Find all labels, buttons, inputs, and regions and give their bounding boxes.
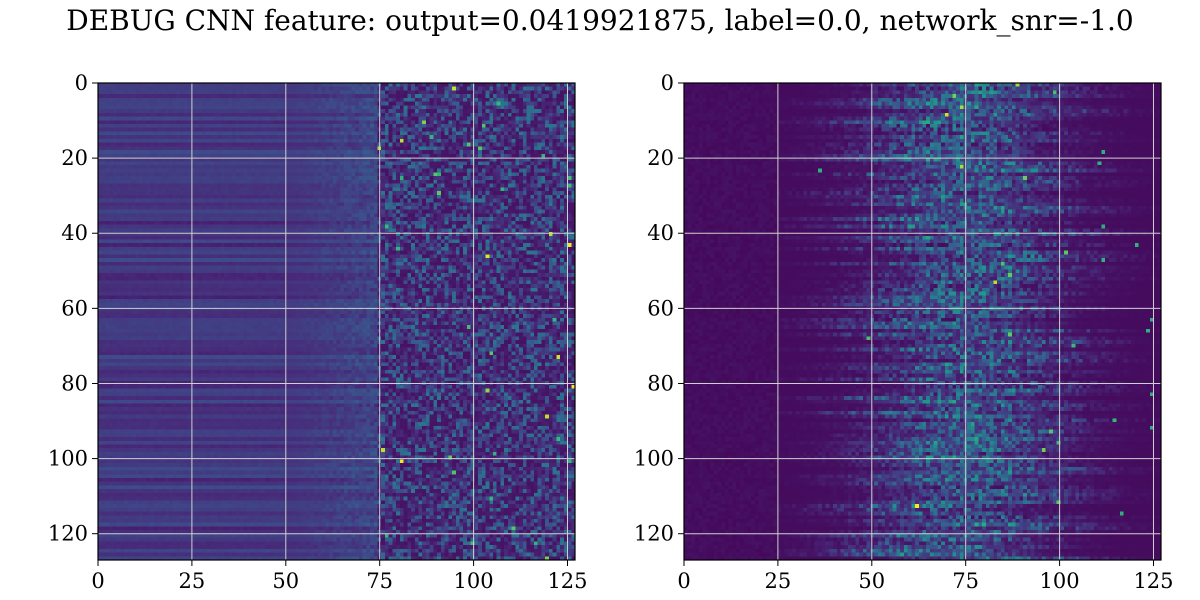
heatmap-image [684, 83, 1161, 560]
x-tick-label: 125 [547, 569, 587, 593]
y-tick-label: 100 [48, 447, 88, 471]
y-tick-label: 120 [48, 522, 88, 546]
y-tick-label: 60 [647, 296, 674, 320]
axes-frame [683, 82, 1162, 561]
y-tick-label: 100 [634, 447, 674, 471]
x-tick-label: 100 [454, 569, 494, 593]
heatmap-panel-2: 0 25 50 75 100 125 0 20 40 60 80 100 120 [634, 71, 1174, 593]
x-tick-label: 75 [952, 569, 979, 593]
figure-title: DEBUG CNN feature: output=0.0419921875, … [66, 4, 1134, 37]
y-tick-label: 0 [75, 71, 88, 95]
y-tick-label: 40 [647, 221, 674, 245]
x-tick-label: 25 [765, 569, 792, 593]
x-tick-label: 50 [858, 569, 885, 593]
y-tick-label: 60 [61, 296, 88, 320]
x-tick-label: 0 [91, 569, 104, 593]
x-tick-label: 75 [366, 569, 393, 593]
axes-frame [97, 82, 576, 561]
y-tick-label: 20 [647, 146, 674, 170]
y-tick-label: 0 [661, 71, 674, 95]
x-tick-label: 25 [179, 569, 206, 593]
y-tick-label: 80 [61, 371, 88, 395]
heatmap-panel-1: 0 25 50 75 100 125 0 20 40 60 80 100 120 [48, 71, 588, 593]
heatmap-image [98, 83, 575, 560]
x-tick-label: 125 [1133, 569, 1173, 593]
y-tick-label: 120 [634, 522, 674, 546]
y-tick-label: 20 [61, 146, 88, 170]
x-tick-label: 100 [1040, 569, 1080, 593]
x-tick-label: 0 [677, 569, 690, 593]
y-tick-label: 80 [647, 371, 674, 395]
y-tick-label: 40 [61, 221, 88, 245]
x-tick-label: 50 [272, 569, 299, 593]
